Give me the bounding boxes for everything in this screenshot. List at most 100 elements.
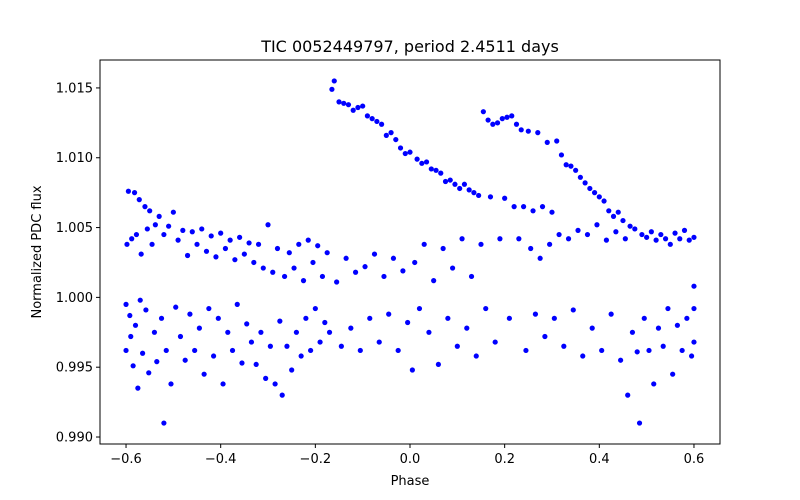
data-point [149,241,155,247]
data-point [338,343,344,349]
data-point [506,315,512,321]
data-point [457,185,463,192]
y-tick-label: 1.010 [56,151,93,166]
data-point [665,305,671,312]
data-point [639,231,645,238]
data-point [618,357,624,363]
data-point [213,254,219,260]
data-point [405,319,411,326]
data-point [395,347,401,354]
data-point [691,283,697,289]
data-point [582,180,588,186]
data-point [305,237,311,243]
data-point [315,243,321,249]
data-point [608,311,614,317]
data-point [182,357,188,363]
data-point [383,132,389,138]
data-point [483,305,489,312]
data-point [549,209,555,215]
data-point [459,236,465,242]
data-point [232,257,238,263]
data-point [151,329,158,335]
data-point [161,420,167,426]
data-point [646,347,652,354]
data-point [281,273,288,280]
data-point [520,204,527,210]
data-point [140,350,146,356]
data-point [596,194,602,200]
data-point [146,370,152,376]
data-point [192,347,198,354]
data-point [452,181,458,187]
x-tick-label: 0.0 [400,452,421,467]
data-point [381,273,387,280]
data-point [175,237,181,243]
data-point [584,231,591,238]
data-point [632,226,638,232]
data-point [627,223,633,229]
data-point [565,236,572,242]
data-point [416,305,423,312]
data-point [270,269,276,275]
data-point [653,237,659,243]
data-point [367,315,373,321]
data-point [636,420,643,426]
data-point [124,241,130,247]
data-point [279,392,285,398]
data-point [362,264,368,270]
x-tick-label: 0.2 [494,452,515,467]
data-point [129,236,135,242]
data-point [528,245,534,252]
data-point [386,311,392,317]
data-point [142,204,148,210]
data-point [143,307,149,313]
data-point [180,227,186,233]
x-tick-label: −0.6 [110,452,142,467]
data-point [648,229,654,235]
data-point [684,315,690,321]
data-point [644,234,650,240]
data-point [407,149,413,155]
data-point [641,315,647,321]
data-point [227,237,233,243]
data-point [291,265,297,271]
data-point [594,222,600,228]
data-point [504,114,510,120]
data-point [317,339,323,345]
data-point [225,329,231,335]
data-point [324,250,330,256]
data-point [246,240,252,246]
data-point [499,116,505,122]
data-point [161,231,167,238]
data-point [125,188,131,194]
data-point [601,198,607,204]
data-point [312,305,318,312]
data-point [352,269,359,275]
data-point [658,231,664,238]
data-point [478,241,484,247]
data-point [603,237,610,243]
data-point [497,236,503,242]
data-point [450,265,456,271]
data-point [480,109,486,115]
data-point [251,259,257,266]
data-point [296,241,302,247]
data-point [428,166,434,172]
data-point [272,381,278,387]
data-point [509,113,515,119]
data-point [511,204,517,210]
data-point [409,367,415,373]
data-point [343,255,349,261]
x-axis-label: Phase [391,474,430,489]
data-point [132,322,139,328]
data-point [374,118,380,125]
data-point [322,319,328,326]
data-point [523,347,529,354]
data-point [518,127,524,133]
data-point [591,190,598,196]
data-point [563,162,569,168]
data-point [341,100,347,106]
data-point [237,234,243,240]
y-tick-label: 0.995 [56,361,93,376]
